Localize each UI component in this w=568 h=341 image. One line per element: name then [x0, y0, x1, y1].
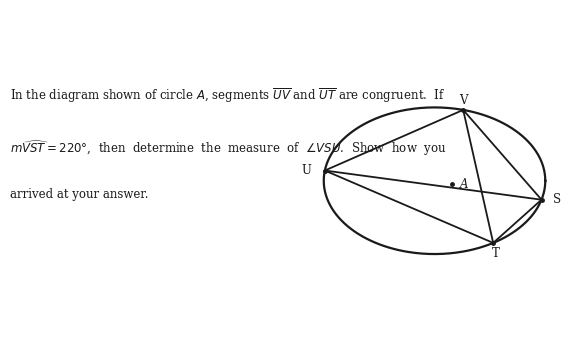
Text: T: T [492, 247, 500, 260]
Text: $m\widehat{VST}=220°$,  then  determine  the  measure  of  $\angle VSU$.  Show  : $m\widehat{VST}=220°$, then determine th… [10, 138, 446, 158]
Text: S: S [553, 193, 562, 206]
Text: U: U [302, 164, 312, 177]
Text: arrived at your answer.: arrived at your answer. [10, 188, 148, 201]
Text: In the diagram shown of circle $A$, segments $\overline{UV}$ and $\overline{UT}$: In the diagram shown of circle $A$, segm… [10, 86, 445, 105]
Text: A: A [460, 178, 468, 191]
Text: V: V [459, 94, 467, 107]
